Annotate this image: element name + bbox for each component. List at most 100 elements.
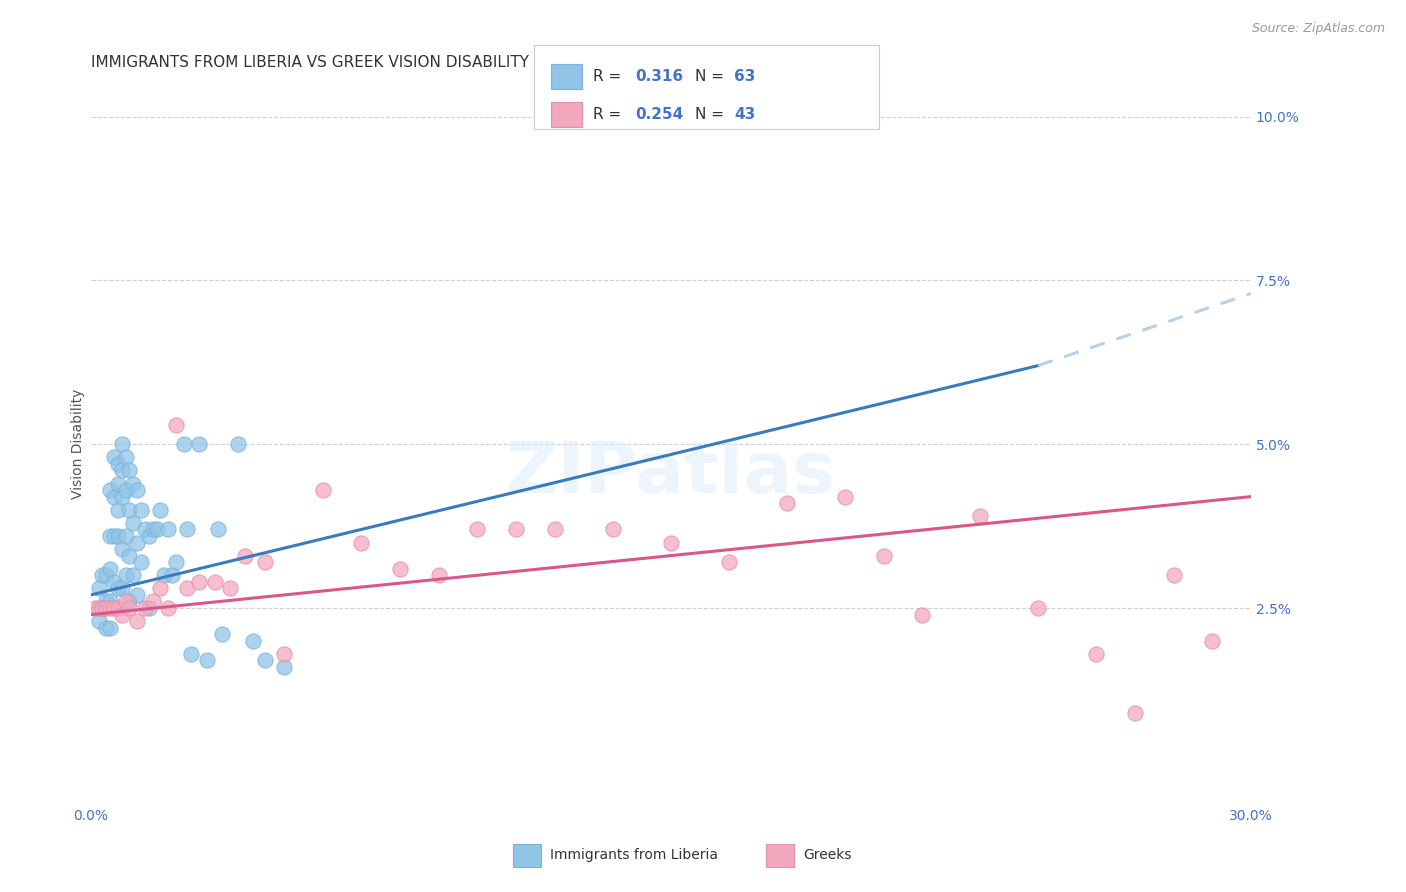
- Point: [872, 549, 894, 563]
- Point: [142, 522, 165, 536]
- Point: [98, 529, 121, 543]
- Point: [659, 535, 682, 549]
- Point: [1026, 601, 1049, 615]
- Point: [776, 496, 799, 510]
- Point: [83, 601, 105, 615]
- Point: [98, 483, 121, 497]
- Point: [103, 574, 125, 589]
- Point: [134, 522, 156, 536]
- Point: [149, 502, 172, 516]
- Point: [273, 647, 295, 661]
- Point: [96, 594, 118, 608]
- Point: [122, 568, 145, 582]
- Point: [127, 483, 149, 497]
- Point: [467, 522, 489, 536]
- Text: ZIPatlas: ZIPatlas: [506, 439, 837, 508]
- Point: [107, 601, 129, 615]
- Point: [160, 568, 183, 582]
- Text: R =: R =: [593, 106, 627, 121]
- Point: [1123, 706, 1146, 720]
- Point: [204, 574, 226, 589]
- Point: [118, 463, 141, 477]
- Point: [427, 568, 450, 582]
- Point: [717, 555, 740, 569]
- Text: Immigrants from Liberia: Immigrants from Liberia: [550, 848, 717, 863]
- Point: [253, 653, 276, 667]
- Point: [91, 568, 114, 582]
- Text: 43: 43: [734, 106, 755, 121]
- Point: [176, 582, 198, 596]
- Point: [165, 417, 187, 432]
- Point: [127, 588, 149, 602]
- Point: [103, 450, 125, 465]
- Point: [96, 621, 118, 635]
- Point: [114, 483, 136, 497]
- Point: [129, 502, 152, 516]
- Point: [173, 437, 195, 451]
- Point: [207, 522, 229, 536]
- Point: [91, 601, 114, 615]
- Point: [122, 516, 145, 530]
- Point: [87, 614, 110, 628]
- Point: [350, 535, 373, 549]
- Point: [98, 594, 121, 608]
- Point: [188, 574, 211, 589]
- Point: [103, 601, 125, 615]
- Point: [165, 555, 187, 569]
- Text: Greeks: Greeks: [803, 848, 851, 863]
- Point: [911, 607, 934, 622]
- Point: [219, 582, 242, 596]
- Point: [242, 633, 264, 648]
- Point: [111, 542, 134, 557]
- Point: [114, 450, 136, 465]
- Point: [114, 568, 136, 582]
- Point: [180, 647, 202, 661]
- Point: [145, 522, 167, 536]
- Point: [834, 490, 856, 504]
- Point: [111, 490, 134, 504]
- Text: Source: ZipAtlas.com: Source: ZipAtlas.com: [1251, 22, 1385, 36]
- Point: [111, 582, 134, 596]
- Point: [87, 601, 110, 615]
- Point: [389, 562, 412, 576]
- Point: [98, 562, 121, 576]
- Point: [91, 601, 114, 615]
- Point: [96, 568, 118, 582]
- Point: [273, 660, 295, 674]
- Y-axis label: Vision Disability: Vision Disability: [72, 389, 86, 500]
- Point: [134, 601, 156, 615]
- Point: [505, 522, 527, 536]
- Text: IMMIGRANTS FROM LIBERIA VS GREEK VISION DISABILITY CORRELATION CHART: IMMIGRANTS FROM LIBERIA VS GREEK VISION …: [91, 55, 699, 70]
- Text: N =: N =: [695, 70, 728, 85]
- Point: [176, 522, 198, 536]
- Point: [118, 549, 141, 563]
- Point: [157, 601, 180, 615]
- Point: [253, 555, 276, 569]
- Point: [111, 463, 134, 477]
- Point: [127, 614, 149, 628]
- Point: [1085, 647, 1108, 661]
- Point: [138, 529, 160, 543]
- Point: [157, 522, 180, 536]
- Point: [142, 594, 165, 608]
- Point: [103, 529, 125, 543]
- Point: [111, 607, 134, 622]
- Point: [235, 549, 257, 563]
- Point: [312, 483, 335, 497]
- Point: [107, 529, 129, 543]
- Point: [107, 502, 129, 516]
- Point: [149, 582, 172, 596]
- Point: [87, 582, 110, 596]
- Point: [544, 522, 567, 536]
- Point: [226, 437, 249, 451]
- Point: [107, 582, 129, 596]
- Point: [602, 522, 624, 536]
- Point: [118, 594, 141, 608]
- Point: [96, 601, 118, 615]
- Point: [129, 555, 152, 569]
- Point: [195, 653, 218, 667]
- Point: [118, 502, 141, 516]
- Text: 0.316: 0.316: [636, 70, 683, 85]
- Point: [122, 476, 145, 491]
- Point: [114, 529, 136, 543]
